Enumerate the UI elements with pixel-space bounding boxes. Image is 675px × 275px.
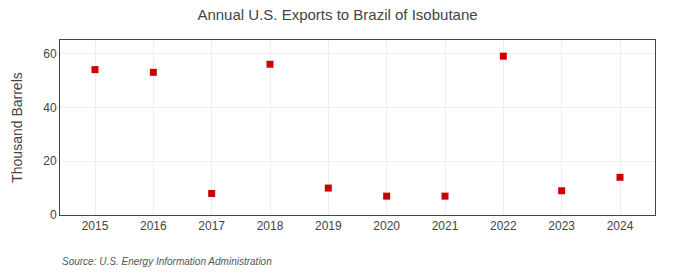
svg-text:2016: 2016 bbox=[140, 219, 167, 233]
svg-text:Annual U.S. Exports to Brazil: Annual U.S. Exports to Brazil of Isobuta… bbox=[197, 6, 477, 23]
svg-text:2018: 2018 bbox=[257, 219, 284, 233]
svg-text:2015: 2015 bbox=[82, 219, 109, 233]
svg-text:2023: 2023 bbox=[548, 219, 575, 233]
svg-text:2019: 2019 bbox=[315, 219, 342, 233]
svg-text:2024: 2024 bbox=[607, 219, 634, 233]
svg-text:20: 20 bbox=[43, 154, 57, 168]
svg-text:2020: 2020 bbox=[373, 219, 400, 233]
svg-text:Thousand Barrels: Thousand Barrels bbox=[9, 72, 25, 183]
svg-text:2021: 2021 bbox=[432, 219, 459, 233]
svg-text:0: 0 bbox=[50, 208, 57, 222]
svg-text:2017: 2017 bbox=[198, 219, 225, 233]
svg-text:2022: 2022 bbox=[490, 219, 517, 233]
svg-text:40: 40 bbox=[43, 101, 57, 115]
svg-text:Source: U.S. Energy Informatio: Source: U.S. Energy Information Administ… bbox=[62, 256, 272, 267]
svg-text:60: 60 bbox=[43, 47, 57, 61]
